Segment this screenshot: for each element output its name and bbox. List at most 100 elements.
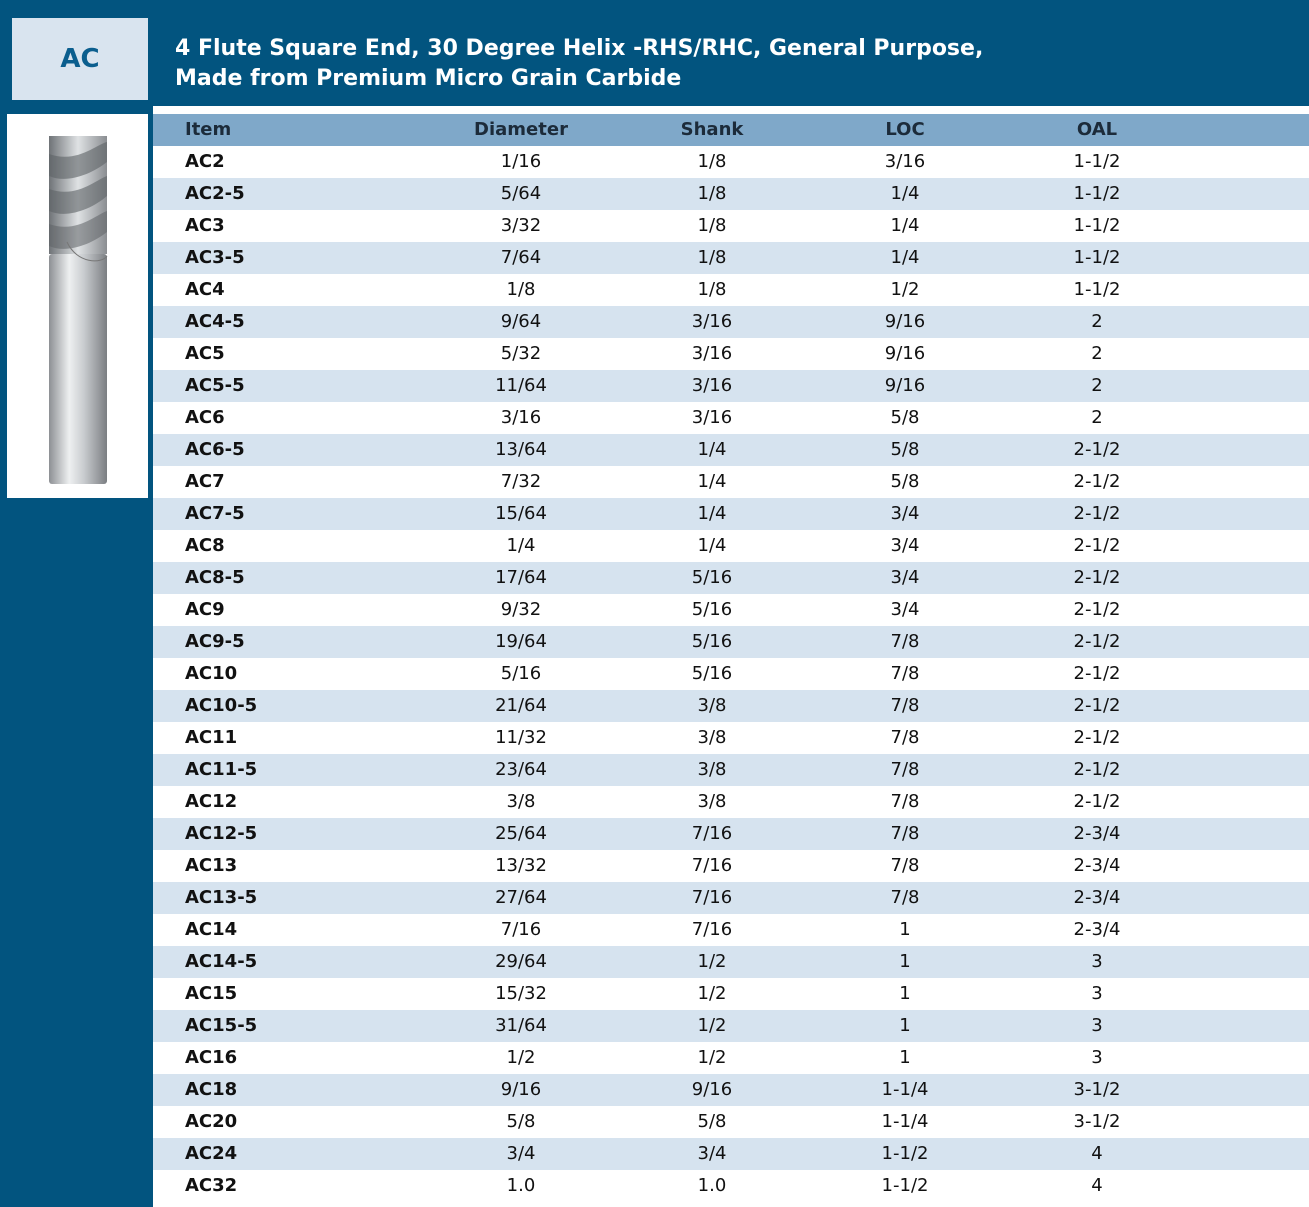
value-cell: 5/8 (697, 1111, 727, 1132)
item-cell: AC2-5 (185, 183, 245, 204)
value-cell: 1-1/2 (881, 1143, 929, 1164)
end-mill-drawing (49, 136, 108, 484)
value-cell: 1-1/2 (1073, 215, 1121, 236)
value-cell: 5/16 (691, 631, 733, 652)
header-row: Item Diameter Shank LOC OAL (153, 114, 1309, 146)
value-cell: 3/8 (697, 727, 727, 748)
value-cell: 3/32 (500, 215, 542, 236)
table-row: AC10-5 21/64 3/8 7/8 2-1/2 (153, 690, 1309, 722)
item-cell: AC12-5 (185, 823, 258, 844)
value-cell: 13/64 (495, 439, 547, 460)
value-cell: 1 (899, 919, 911, 940)
value-cell: 2-1/2 (1073, 535, 1121, 556)
table-row: AC13-5 27/64 7/16 7/8 2-3/4 (153, 882, 1309, 914)
value-cell: 2-3/4 (1073, 919, 1121, 940)
value-cell: 4 (1091, 1143, 1103, 1164)
value-cell: 2-1/2 (1073, 727, 1121, 748)
value-cell: 2-1/2 (1073, 759, 1121, 780)
flute (49, 142, 107, 179)
item-cell: AC14-5 (185, 951, 258, 972)
value-cell: 1/8 (697, 247, 727, 268)
table-row: AC11 11/32 3/8 7/8 2-1/2 (153, 722, 1309, 754)
value-cell: 3/16 (691, 407, 733, 428)
item-cell: AC11 (185, 727, 238, 748)
value-cell: 1 (899, 983, 911, 1004)
table-row: AC7-5 15/64 1/4 3/4 2-1/2 (153, 498, 1309, 530)
value-cell: 3-1/2 (1073, 1079, 1121, 1100)
value-cell: 3/16 (691, 311, 733, 332)
value-cell: 11/32 (495, 727, 547, 748)
value-cell: 7/8 (890, 855, 920, 876)
item-cell: AC18 (185, 1079, 238, 1100)
item-cell: AC14 (185, 919, 238, 940)
value-cell: 2-1/2 (1073, 695, 1121, 716)
item-cell: AC11-5 (185, 759, 258, 780)
item-cell: AC2 (185, 151, 225, 172)
value-cell: 3/4 (697, 1143, 727, 1164)
item-cell: AC15 (185, 983, 238, 1004)
value-cell: 7/8 (890, 791, 920, 812)
table-row: AC13 13/32 7/16 7/8 2-3/4 (153, 850, 1309, 882)
table-row: AC12-5 25/64 7/16 7/8 2-3/4 (153, 818, 1309, 850)
value-cell: 1/4 (697, 503, 727, 524)
header-title: 4 Flute Square End, 30 Degree Helix -RHS… (175, 34, 983, 94)
value-cell: 3/8 (506, 791, 536, 812)
value-cell: 1 (899, 951, 911, 972)
table-row: AC7 7/32 1/4 5/8 2-1/2 (153, 466, 1309, 498)
item-cell: AC4 (185, 279, 225, 300)
value-cell: 1-1/2 (881, 1175, 929, 1196)
value-cell: 5/8 (890, 471, 920, 492)
value-cell: 1/8 (697, 151, 727, 172)
value-cell: 7/16 (691, 855, 733, 876)
table-row: AC5 5/32 3/16 9/16 2 (153, 338, 1309, 370)
value-cell: 2 (1091, 375, 1103, 396)
value-cell: 11/64 (495, 375, 547, 396)
value-cell: 7/16 (691, 823, 733, 844)
value-cell: 2-1/2 (1073, 471, 1121, 492)
series-code: AC (12, 18, 148, 100)
value-cell: 2 (1091, 407, 1103, 428)
value-cell: 1/8 (697, 215, 727, 236)
item-cell: AC6 (185, 407, 225, 428)
value-cell: 25/64 (495, 823, 547, 844)
value-cell: 3 (1091, 983, 1103, 1004)
value-cell: 19/64 (495, 631, 547, 652)
item-cell: AC9 (185, 599, 225, 620)
value-cell: 3/4 (890, 567, 920, 588)
item-cell: AC9-5 (185, 631, 245, 652)
flute-runout (66, 241, 108, 262)
value-cell: 2-1/2 (1073, 631, 1121, 652)
item-cell: AC24 (185, 1143, 238, 1164)
value-cell: 5/8 (506, 1111, 536, 1132)
item-cell: AC6-5 (185, 439, 245, 460)
value-cell: 1/2 (697, 951, 727, 972)
value-cell: 5/16 (691, 599, 733, 620)
item-cell: AC16 (185, 1047, 238, 1068)
table-row: AC14-5 29/64 1/2 1 3 (153, 946, 1309, 978)
value-cell: 3 (1091, 951, 1103, 972)
value-cell: 1 (899, 1015, 911, 1036)
value-cell: 5/16 (500, 663, 542, 684)
value-cell: 2 (1091, 311, 1103, 332)
item-cell: AC4-5 (185, 311, 245, 332)
value-cell: 3/8 (697, 759, 727, 780)
value-cell: 7/8 (890, 887, 920, 908)
flute (49, 211, 107, 249)
item-cell: AC13-5 (185, 887, 258, 908)
value-cell: Diameter (474, 119, 568, 140)
value-cell: 1.0 (506, 1175, 536, 1196)
title-line: 4 Flute Square End, 30 Degree Helix -RHS… (175, 36, 984, 61)
table-row: AC9 9/32 5/16 3/4 2-1/2 (153, 594, 1309, 626)
value-cell: 9/16 (500, 1079, 542, 1100)
value-cell: 7/64 (500, 247, 542, 268)
value-cell: 9/16 (691, 1079, 733, 1100)
value-cell: 9/32 (500, 599, 542, 620)
value-cell: 1-1/4 (881, 1111, 929, 1132)
value-cell: 1/8 (697, 279, 727, 300)
value-cell: 1/2 (697, 1047, 727, 1068)
value-cell: 7/8 (890, 823, 920, 844)
value-cell: 3/16 (500, 407, 542, 428)
value-cell: 3 (1091, 1015, 1103, 1036)
value-cell: LOC (885, 119, 925, 140)
value-cell: 17/64 (495, 567, 547, 588)
